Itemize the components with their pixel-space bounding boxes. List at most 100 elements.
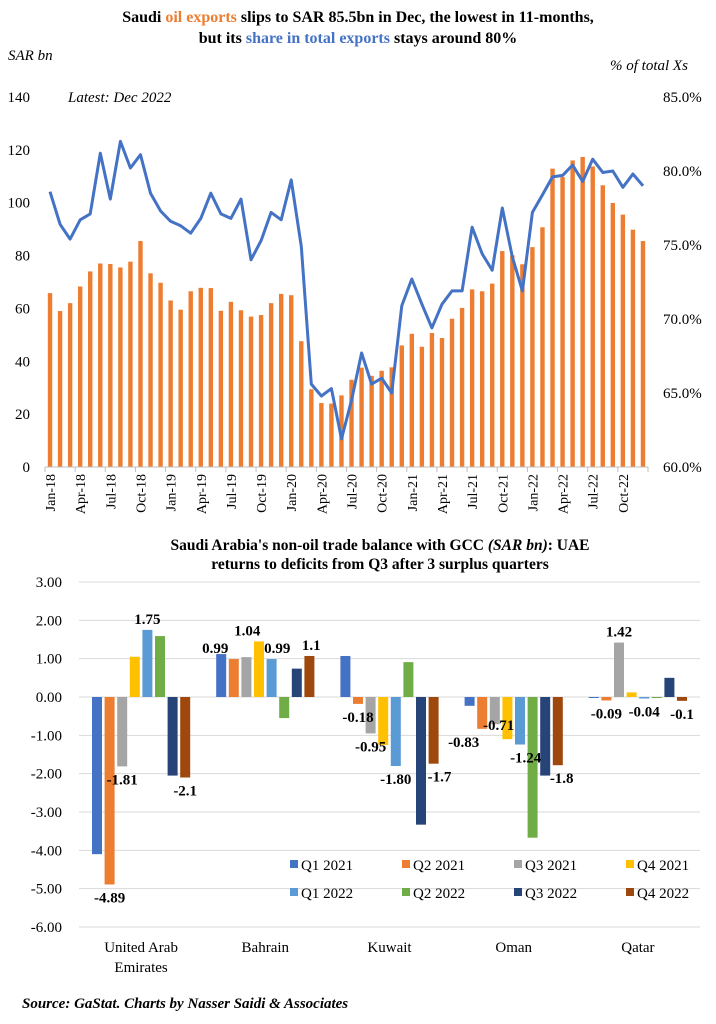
- y-tick-label: -5.00: [31, 882, 62, 898]
- oil-exports-bar: [630, 229, 636, 467]
- oil-exports-bar: [47, 293, 53, 467]
- data-label: -0.95: [355, 739, 386, 755]
- data-label: -1.8: [550, 771, 574, 787]
- data-label: 1.1: [302, 638, 321, 654]
- y-tick-label: -6.00: [31, 920, 62, 936]
- data-label: 0.99: [202, 641, 228, 657]
- x-tick-label: Oct-18: [134, 474, 149, 513]
- oil-exports-bar: [510, 255, 515, 467]
- oil-exports-bar: [57, 311, 63, 467]
- title-text: slips to SAR 85.5bn in Dec, the lowest i…: [237, 9, 594, 26]
- x-tick-label: Jul-22: [587, 474, 602, 509]
- bar-q3-2022: [167, 697, 178, 776]
- oil-exports-bar: [429, 333, 435, 467]
- oil-exports-bar: [389, 367, 394, 467]
- x-tick-label: Apr-19: [195, 474, 210, 514]
- x-tick-label: Apr-22: [557, 474, 572, 514]
- oil-exports-bar: [258, 315, 264, 467]
- legend-label: Q2 2021: [413, 858, 465, 874]
- x-tick-label: Jul-19: [225, 474, 240, 509]
- bar-q2-2022: [403, 662, 414, 697]
- y-tick-label: 0.00: [36, 690, 62, 706]
- bar-q4-2022: [304, 655, 315, 697]
- legend-swatch: [514, 860, 522, 868]
- oil-exports-bar: [369, 375, 374, 467]
- oil-exports-bar: [118, 267, 123, 467]
- bar-q3-2021: [241, 657, 252, 697]
- x-tick-label: Oct-19: [255, 474, 270, 513]
- oil-exports-bar: [580, 156, 585, 467]
- data-label: -2.1: [173, 784, 197, 800]
- right-y-tick-label: 65.0%: [663, 386, 702, 402]
- latest-annotation: Latest: Dec 2022: [67, 90, 172, 106]
- right-y-tick-label: 70.0%: [663, 312, 702, 328]
- title-text: stays around 80%: [390, 30, 517, 47]
- data-label: 1.75: [134, 612, 160, 628]
- oil-exports-bar: [349, 379, 354, 467]
- category-label: Kuwait: [367, 940, 412, 956]
- legend-label: Q4 2021: [637, 858, 689, 874]
- x-tick-label: Apr-21: [436, 474, 451, 514]
- data-label: 1.42: [606, 625, 632, 641]
- legend-swatch: [626, 888, 634, 896]
- bar-q3-2022: [540, 697, 551, 776]
- bar-q3-2021: [614, 642, 624, 697]
- x-tick-label: Apr-18: [74, 474, 89, 514]
- legend-swatch: [402, 860, 410, 868]
- bar-q3-2022: [291, 668, 302, 697]
- bar-q3-2021: [365, 697, 376, 734]
- left-y-tick-label: 120: [8, 143, 31, 159]
- legend-label: Q1 2021: [301, 858, 353, 874]
- data-label: -0.09: [591, 706, 622, 722]
- bar-q4-2022: [428, 697, 439, 764]
- oil-exports-bar: [640, 241, 646, 467]
- bar-q4-2021: [378, 697, 389, 745]
- left-axis-label: SAR bn: [8, 48, 53, 64]
- bar-q3-2022: [416, 697, 426, 825]
- right-axis-label: % of total Xs: [610, 58, 688, 74]
- data-label: -1.81: [107, 772, 138, 788]
- oil-exports-bar: [449, 318, 455, 467]
- data-label: 0.99: [264, 641, 290, 657]
- oil-exports-bar: [278, 293, 284, 467]
- oil-exports-bar: [148, 273, 153, 467]
- oil-exports-bar: [399, 345, 404, 467]
- bar-q1-2022: [639, 697, 650, 699]
- oil-exports-bar: [610, 202, 616, 467]
- oil-exports-bar: [469, 289, 475, 467]
- left-y-tick-label: 0: [23, 460, 31, 476]
- oil-exports-bar: [409, 333, 415, 467]
- bottom-chart-title-line2: returns to deficits from Q3 after 3 surp…: [211, 556, 549, 573]
- category-label: Qatar: [621, 940, 654, 956]
- oil-exports-bar: [600, 185, 605, 467]
- bar-q1-2021: [588, 697, 599, 698]
- left-y-tick-label: 100: [8, 196, 31, 212]
- top-chart-title-line2: but its share in total exports stays aro…: [199, 30, 518, 47]
- oil-exports-bar: [459, 307, 465, 467]
- title-highlight-share: share in total exports: [246, 30, 390, 47]
- oil-exports-bar: [98, 263, 103, 467]
- left-y-tick-label: 80: [15, 249, 30, 265]
- legend-label: Q1 2022: [301, 886, 353, 902]
- oil-exports-bar: [500, 251, 505, 467]
- oil-exports-bar: [289, 295, 294, 467]
- x-tick-label: Jan-18: [44, 474, 59, 511]
- oil-exports-bar: [439, 338, 445, 467]
- oil-exports-bar: [178, 309, 183, 467]
- x-tick-label: Jan-22: [526, 474, 541, 511]
- oil-exports-bar: [67, 303, 73, 467]
- legend-swatch: [402, 888, 410, 896]
- data-label: -0.18: [342, 710, 373, 726]
- oil-exports-bar: [590, 166, 595, 467]
- bar-q2-2022: [155, 636, 165, 697]
- x-tick-label: Apr-20: [315, 474, 330, 514]
- bar-q1-2021: [340, 655, 351, 697]
- bar-q2-2021: [104, 697, 115, 885]
- oil-exports-bar: [188, 291, 193, 467]
- bar-q2-2021: [601, 697, 612, 701]
- oil-exports-bar: [560, 177, 565, 468]
- y-tick-label: -2.00: [31, 767, 62, 783]
- legend-swatch: [290, 888, 298, 896]
- title-unit: (SAR bn): [488, 537, 548, 554]
- right-y-tick-label: 75.0%: [663, 238, 702, 254]
